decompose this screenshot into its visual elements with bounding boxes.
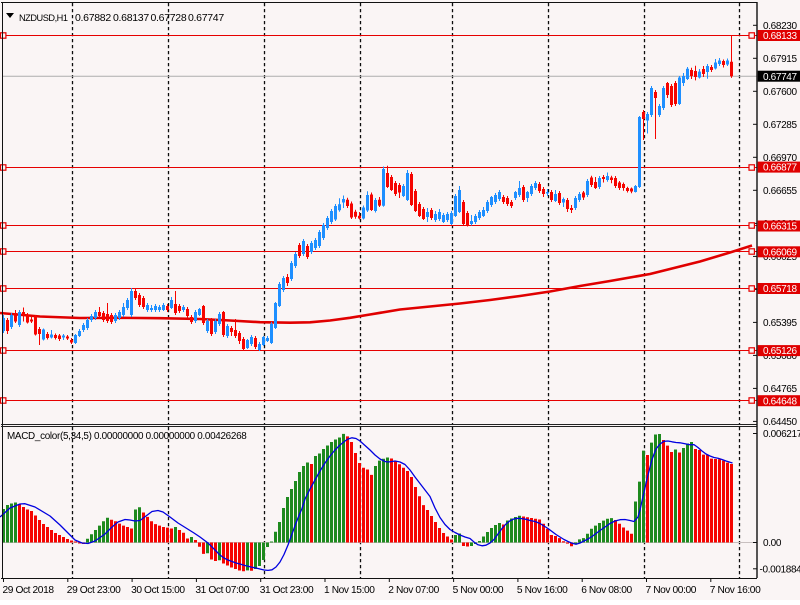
svg-text:0.64765: 0.64765 xyxy=(763,384,797,395)
svg-text:0.67747: 0.67747 xyxy=(188,12,224,24)
svg-text:0.00: 0.00 xyxy=(763,538,782,549)
svg-text:6 Nov 08:00: 6 Nov 08:00 xyxy=(581,585,632,596)
svg-text:0.66069: 0.66069 xyxy=(763,247,797,258)
svg-text:5 Nov 16:00: 5 Nov 16:00 xyxy=(517,585,568,596)
svg-text:0.68137: 0.68137 xyxy=(113,12,149,24)
svg-text:29 Oct 23:00: 29 Oct 23:00 xyxy=(67,585,121,596)
svg-text:0.67285: 0.67285 xyxy=(763,120,797,131)
svg-text:31 Oct 07:00: 31 Oct 07:00 xyxy=(195,585,249,596)
svg-text:30 Oct 15:00: 30 Oct 15:00 xyxy=(131,585,185,596)
svg-text:0.64450: 0.64450 xyxy=(763,417,797,428)
svg-text:0.65126: 0.65126 xyxy=(763,346,797,357)
svg-text:5 Nov 00:00: 5 Nov 00:00 xyxy=(453,585,504,596)
svg-text:7 Nov 00:00: 7 Nov 00:00 xyxy=(646,585,697,596)
svg-text:2 Nov 07:00: 2 Nov 07:00 xyxy=(388,585,439,596)
svg-text:0.66655: 0.66655 xyxy=(763,186,797,197)
svg-text:-0.001884: -0.001884 xyxy=(760,564,800,575)
svg-text:1 Nov 15:00: 1 Nov 15:00 xyxy=(324,585,375,596)
svg-text:0.66315: 0.66315 xyxy=(763,222,797,233)
svg-text:MACD_color(5,34,5) 0.00000000: MACD_color(5,34,5) 0.00000000 0.00000000… xyxy=(7,431,247,442)
svg-text:0.64648: 0.64648 xyxy=(763,396,797,407)
svg-text:NZDUSD,H1: NZDUSD,H1 xyxy=(19,13,68,23)
svg-text:0.67882: 0.67882 xyxy=(75,12,111,24)
svg-text:0.67600: 0.67600 xyxy=(763,87,797,98)
svg-text:0.67728: 0.67728 xyxy=(151,12,187,24)
svg-text:0.68133: 0.68133 xyxy=(763,31,797,42)
svg-text:0.006217: 0.006217 xyxy=(763,429,800,440)
svg-text:0.65395: 0.65395 xyxy=(763,318,797,329)
svg-text:0.66877: 0.66877 xyxy=(763,163,797,174)
svg-text:31 Oct 23:00: 31 Oct 23:00 xyxy=(260,585,314,596)
svg-text:29 Oct 2018: 29 Oct 2018 xyxy=(3,585,55,596)
svg-text:0.65718: 0.65718 xyxy=(763,284,797,295)
svg-text:0.67915: 0.67915 xyxy=(763,54,797,65)
svg-text:0.67747: 0.67747 xyxy=(763,72,797,83)
svg-text:7 Nov 16:00: 7 Nov 16:00 xyxy=(710,585,761,596)
